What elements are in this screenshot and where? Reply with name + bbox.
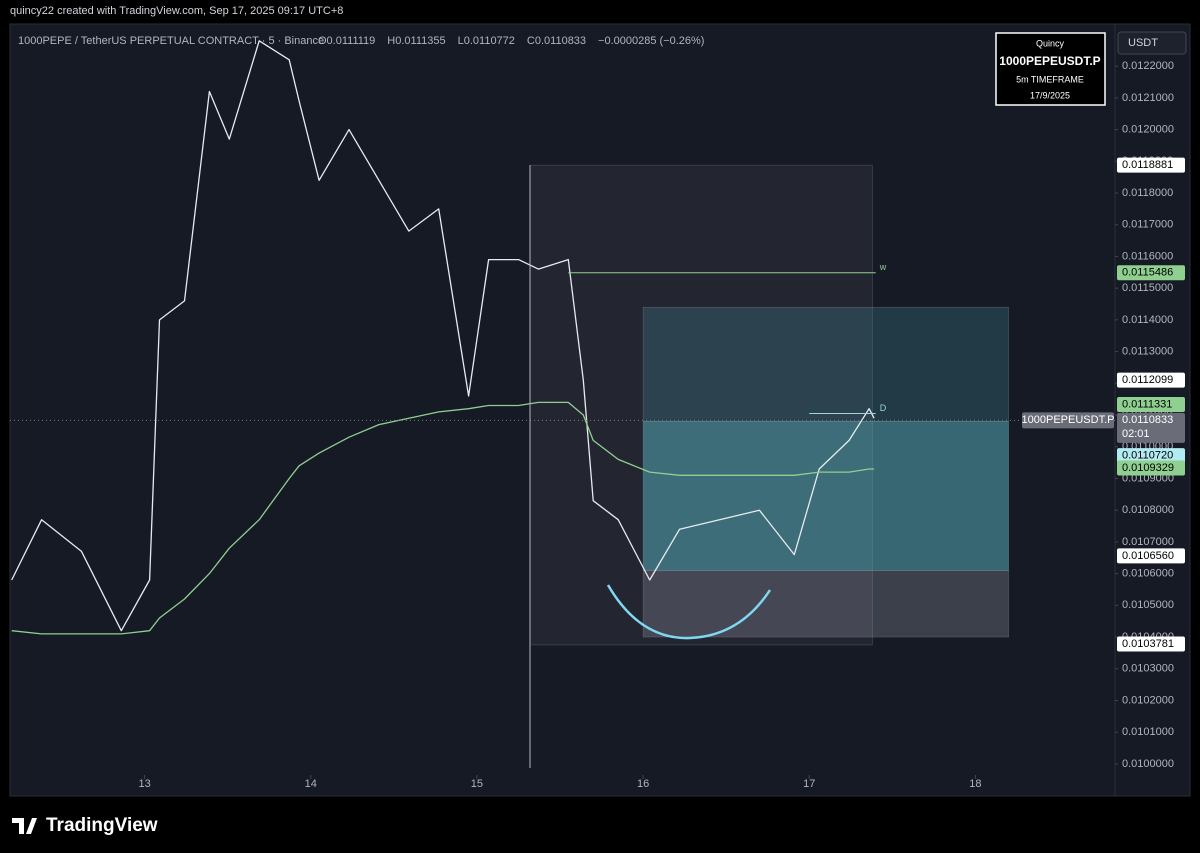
price-tag-label: 0.0110833 [1122, 414, 1173, 426]
price-tag [1117, 460, 1185, 476]
y-tick-label: 0.0117000 [1122, 219, 1173, 231]
zone [642, 570, 1009, 638]
price-tag [1117, 548, 1185, 564]
ohlc-value: L0.0110772 [458, 35, 515, 47]
price-tag-label: 0.0112099 [1122, 374, 1173, 386]
chart-panel [9, 23, 1191, 797]
logo: TradingView [12, 815, 158, 836]
watermark-line: 5m TIMEFRAME [1016, 74, 1084, 84]
y-tick-label: 0.0115000 [1122, 282, 1173, 294]
price-line [11, 40, 875, 632]
symbol: 1000PEPE / TetherUS PERPETUAL CONTRACT ·… [18, 35, 324, 47]
x-tick-label: 13 [138, 778, 150, 790]
symbol-tag [1022, 412, 1114, 429]
cup-drawing [606, 584, 772, 640]
x-tick-label: 16 [637, 778, 649, 790]
x-tick-label: 14 [305, 778, 317, 790]
y-tick-label: 0.0105000 [1122, 599, 1174, 611]
y-tick-label: 0.0118000 [1122, 187, 1173, 199]
logo-icon [12, 818, 37, 834]
y-tick-label: 0.0103000 [1122, 663, 1174, 675]
currency[interactable]: USDT [1128, 37, 1158, 49]
y-tick-label: 0.0116000 [1122, 250, 1173, 262]
price-tag-label: 0.0110720 [1122, 450, 1173, 462]
price-tag [1117, 372, 1185, 388]
y-tick-label: 0.0102000 [1122, 694, 1174, 706]
price-tag [1117, 157, 1185, 173]
price-tag [1117, 397, 1185, 413]
price-tag [1117, 636, 1185, 652]
ohlc-value: −0.0000285 (−0.26%) [598, 35, 704, 47]
watermark-line: 1000PEPEUSDT.P [999, 54, 1100, 68]
y-tick-label: 0.0107000 [1122, 536, 1174, 548]
annotation-text: w [879, 262, 887, 272]
y-tick-label: 0.0120000 [1122, 123, 1174, 135]
watermark-box [995, 32, 1106, 106]
zone [642, 421, 1009, 571]
ohlc-value: H0.0111355 [387, 35, 445, 47]
watermark-line: Quincy [1036, 38, 1065, 48]
plot: wD [10, 40, 1115, 646]
symbol-tag-label: 1000PEPEUSDT.P [1022, 414, 1115, 426]
currency-button[interactable] [1117, 31, 1187, 55]
price-tag [1117, 265, 1185, 281]
x-tick-label: 17 [803, 778, 815, 790]
price-tag-label: 0.0118881 [1122, 159, 1173, 171]
price-tag [1117, 448, 1185, 464]
header: quincy22 created with TradingView.com, S… [10, 5, 343, 17]
x-tick-label: 18 [969, 778, 981, 790]
logo-text: TradingView [46, 815, 158, 836]
y-tick-label: 0.0121000 [1122, 92, 1174, 104]
zone [642, 306, 1009, 422]
price-line [11, 401, 875, 635]
ohlc-value: C0.0110833 [527, 35, 586, 47]
y-tick-label: 0.0114000 [1122, 314, 1173, 326]
price-tag-label: 0.0109329 [1122, 462, 1174, 474]
ohlc-value: O0.0111119 [318, 35, 375, 47]
countdown: 02:01 [1122, 428, 1150, 440]
annotation-text: D [880, 403, 887, 413]
x-tick-label: 15 [471, 778, 483, 790]
y-tick-label: 0.0113000 [1122, 346, 1173, 358]
y-tick-label: 0.0106000 [1122, 568, 1174, 580]
price-tag-label: 0.0106560 [1122, 550, 1174, 562]
watermark-line: 17/9/2025 [1030, 90, 1070, 100]
price-tag [1117, 412, 1185, 443]
price-tag-label: 0.0111331 [1122, 398, 1172, 410]
price-tag-label: 0.0115486 [1122, 267, 1173, 279]
y-tick-label: 0.0108000 [1122, 504, 1174, 516]
price-tag-label: 0.0103781 [1122, 638, 1174, 650]
y-tick-label: 0.0122000 [1122, 60, 1174, 72]
y-tick-label: 0.0100000 [1122, 758, 1174, 770]
y-tick-label: 0.0101000 [1122, 726, 1174, 738]
